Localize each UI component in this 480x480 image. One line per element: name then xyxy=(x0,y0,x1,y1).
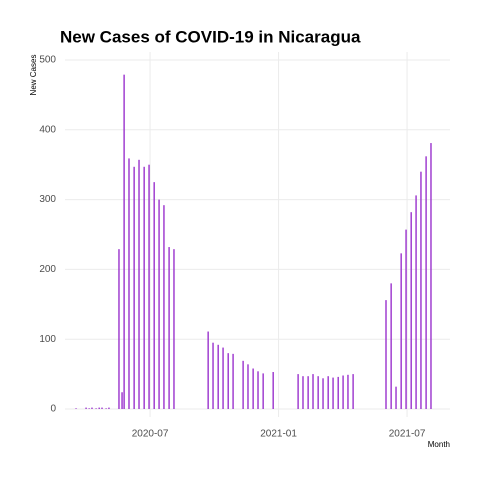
bar xyxy=(128,158,130,409)
bar xyxy=(173,249,175,409)
bar xyxy=(342,375,344,409)
bar xyxy=(415,195,417,409)
bar xyxy=(430,143,432,409)
y-tick-label: 300 xyxy=(39,194,56,205)
bar xyxy=(148,164,150,409)
bar xyxy=(88,408,90,409)
y-tick-label: 500 xyxy=(39,55,56,66)
bar xyxy=(322,378,324,409)
y-tick-label: 200 xyxy=(39,264,56,275)
x-axis-label: Month xyxy=(428,440,450,449)
bar xyxy=(347,374,349,409)
bar xyxy=(133,166,135,409)
chart-title: New Cases of COVID-19 in Nicaragua xyxy=(60,27,361,46)
bar xyxy=(108,407,110,409)
bar xyxy=(385,300,387,409)
bar xyxy=(425,156,427,409)
bar xyxy=(272,372,274,409)
bar xyxy=(91,407,93,409)
bar xyxy=(143,166,145,409)
bar xyxy=(247,364,249,409)
bar xyxy=(163,205,165,409)
x-tick-label: 2021-01 xyxy=(260,429,297,440)
bar xyxy=(297,374,299,409)
bar xyxy=(420,171,422,409)
bar xyxy=(337,376,339,409)
bar xyxy=(105,408,107,409)
bar xyxy=(242,360,244,409)
bar xyxy=(390,283,392,409)
bar xyxy=(257,371,259,409)
bar xyxy=(207,331,209,409)
bar xyxy=(121,392,123,409)
bar xyxy=(400,253,402,409)
bar xyxy=(395,386,397,409)
bar xyxy=(410,212,412,409)
bar xyxy=(123,74,125,410)
bar xyxy=(95,408,97,409)
bar xyxy=(217,344,219,409)
y-tick-label: 0 xyxy=(50,404,56,415)
y-tick-label: 400 xyxy=(39,124,56,135)
bar xyxy=(158,199,160,409)
bar xyxy=(302,376,304,409)
bar xyxy=(101,407,103,409)
y-tick-label: 100 xyxy=(39,334,56,345)
bar xyxy=(227,353,229,409)
bar xyxy=(262,373,264,409)
x-tick-label: 2020-07 xyxy=(132,429,169,440)
bar xyxy=(307,376,309,409)
bar xyxy=(327,376,329,409)
bar xyxy=(212,342,214,409)
bar xyxy=(118,249,120,409)
bar xyxy=(232,353,234,409)
y-axis-label: New Cases xyxy=(29,55,38,96)
x-tick-label: 2021-07 xyxy=(389,429,426,440)
bar xyxy=(252,368,254,409)
bar xyxy=(138,159,140,409)
bar xyxy=(332,377,334,409)
bar xyxy=(168,247,170,409)
bar xyxy=(75,408,77,409)
bar xyxy=(222,347,224,409)
bar xyxy=(352,374,354,409)
bar xyxy=(312,374,314,409)
bar xyxy=(85,407,87,409)
bar xyxy=(317,376,319,409)
bar xyxy=(98,407,100,409)
bar xyxy=(153,182,155,409)
bar xyxy=(405,229,407,409)
